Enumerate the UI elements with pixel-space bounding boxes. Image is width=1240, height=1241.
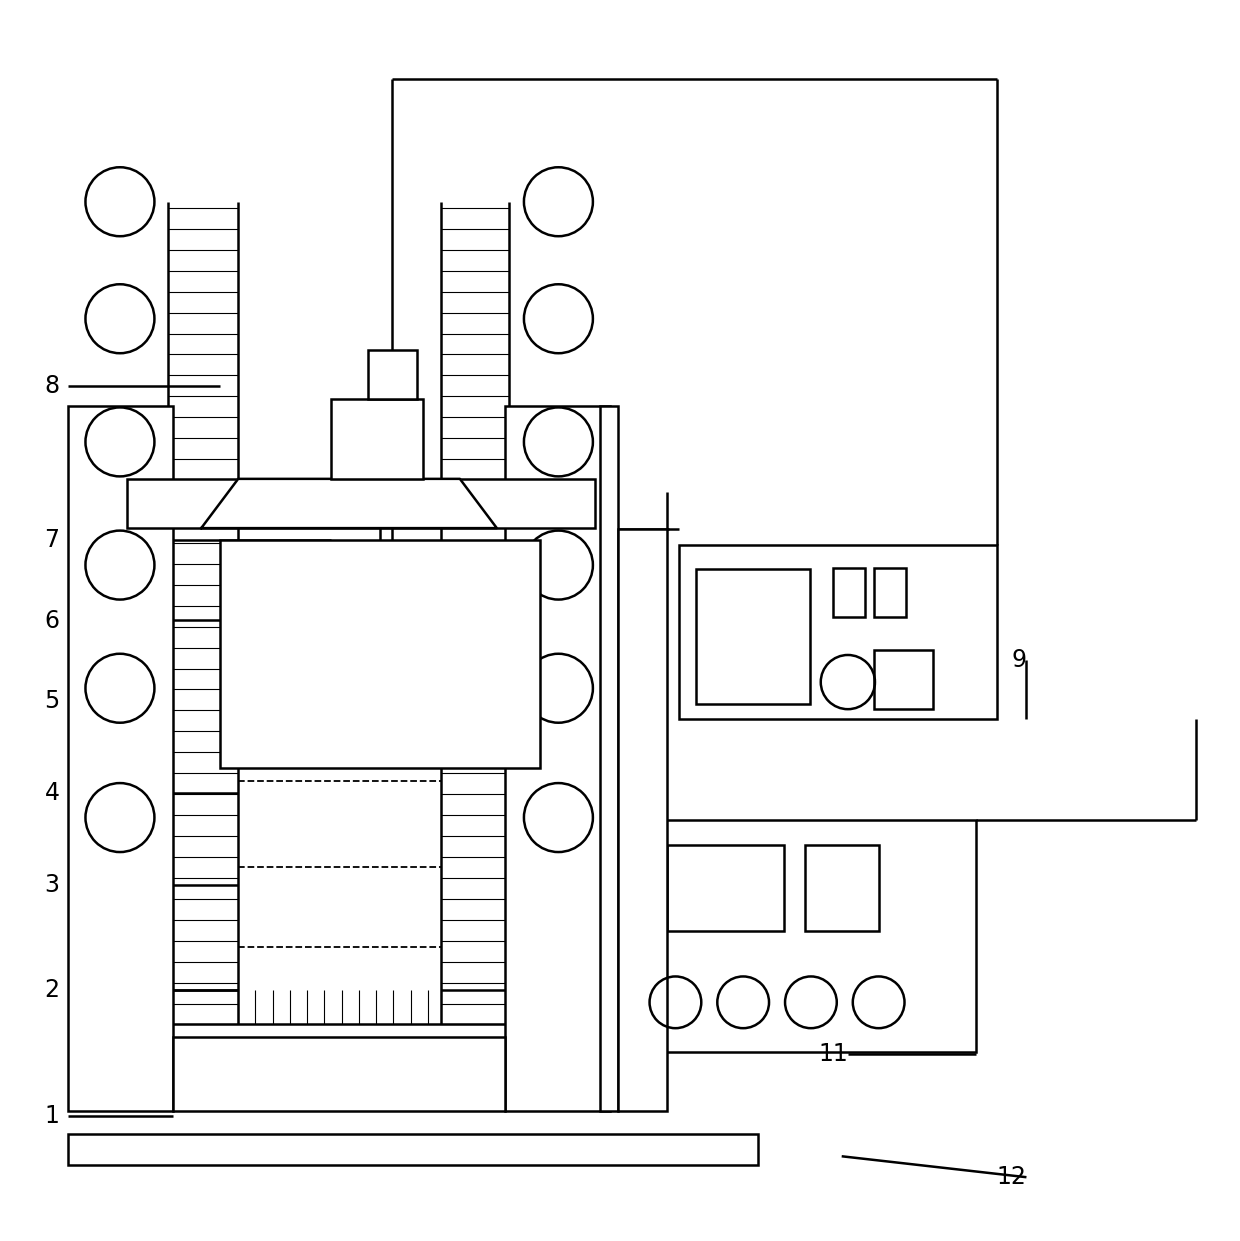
Bar (367, 350, 417, 398)
Bar (697, 568, 810, 704)
Text: 6: 6 (45, 608, 60, 633)
Bar (128, 479, 595, 529)
Text: 9: 9 (1012, 648, 1027, 671)
Bar (506, 406, 610, 1111)
Text: 1: 1 (45, 1103, 60, 1128)
Bar (667, 845, 784, 931)
Bar (618, 530, 667, 1111)
Bar (680, 545, 997, 719)
Bar (650, 820, 976, 1051)
Bar (805, 845, 879, 931)
Bar (600, 406, 618, 1111)
Bar (68, 406, 172, 1111)
Bar (833, 567, 866, 617)
Bar (331, 398, 423, 479)
Text: 8: 8 (45, 375, 60, 398)
Text: 10: 10 (491, 596, 522, 620)
Polygon shape (201, 479, 497, 529)
Text: 2: 2 (45, 978, 60, 1001)
Bar (874, 567, 905, 617)
Text: 3: 3 (45, 874, 60, 897)
Bar (172, 1036, 506, 1111)
Text: 12: 12 (997, 1165, 1027, 1189)
Text: 4: 4 (45, 781, 60, 805)
Text: 7: 7 (45, 529, 60, 552)
Bar (874, 650, 932, 709)
Bar (219, 540, 539, 768)
Text: 11: 11 (818, 1042, 848, 1066)
Text: 5: 5 (45, 689, 60, 712)
Bar (68, 1134, 758, 1165)
